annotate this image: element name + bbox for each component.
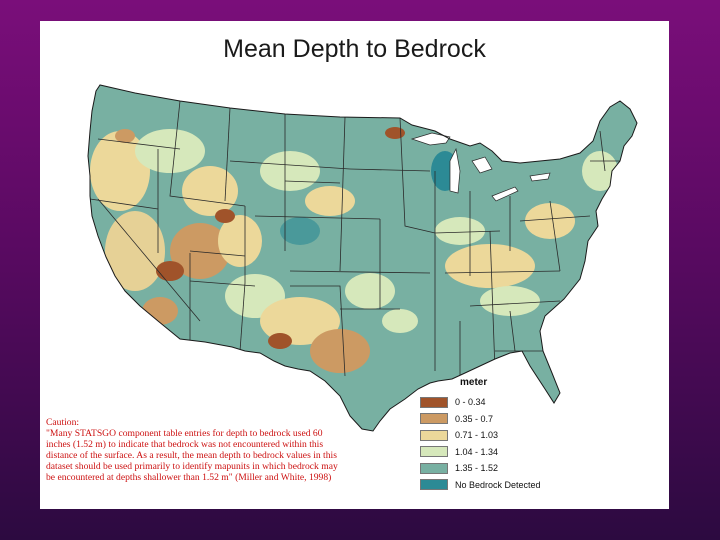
us-map [87, 84, 638, 432]
legend-swatch [420, 413, 448, 425]
legend-item: 0.71 - 1.03 [420, 427, 562, 444]
caution-note: Caution: "Many STATSGO component table e… [46, 417, 346, 483]
lake-superior [410, 132, 451, 146]
legend-label: 0.71 - 1.03 [455, 430, 499, 441]
lake-huron [471, 156, 493, 174]
legend-title: meter [460, 377, 488, 388]
legend-label: No Bedrock Detected [455, 479, 541, 490]
legend-item: 1.35 - 1.52 [420, 460, 562, 477]
legend-item: 0.35 - 0.7 [420, 411, 562, 428]
legend-swatch [420, 479, 448, 491]
legend-swatch [420, 462, 448, 474]
caution-header: Caution: [46, 417, 80, 428]
legend-item: No Bedrock Detected [420, 477, 562, 494]
legend-swatch [420, 446, 448, 458]
caution-text: "Many STATSGO component table entries fo… [46, 428, 338, 483]
lake-ontario [529, 172, 551, 182]
legend-item: 1.04 - 1.34 [420, 444, 562, 461]
legend-label: 1.04 - 1.34 [455, 446, 499, 457]
map-title: Mean Depth to Bedrock [223, 35, 486, 63]
legend-label: 1.35 - 1.52 [455, 463, 499, 474]
legend-swatch [420, 396, 448, 408]
slide-frame: Mean Depth to Bedrock [40, 21, 669, 509]
legend-swatch [420, 429, 448, 441]
legend-label: 0.35 - 0.7 [455, 413, 494, 424]
legend-label: 0 - 0.34 [455, 397, 486, 408]
lake-michigan [449, 147, 461, 194]
legend-item: 0 - 0.34 [420, 394, 562, 411]
map-legend: meter 0 - 0.34 0.35 - 0.7 0.71 - 1.03 1.… [420, 377, 562, 493]
lake-erie [491, 186, 519, 202]
